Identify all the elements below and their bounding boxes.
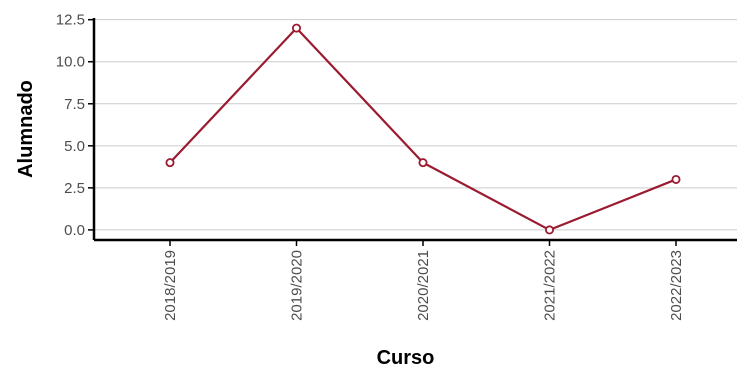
y-axis-ticks: 0.0 2.5 5.0 7.5 10.0 12.5	[56, 12, 94, 239]
data-point	[671, 174, 681, 184]
data-point	[418, 158, 428, 168]
x-tick-label: 2022/2023	[668, 250, 685, 321]
x-tick-label: 2019/2020	[289, 250, 306, 321]
series-line	[169, 26, 677, 232]
x-tick-label: 2018/2019	[162, 250, 179, 321]
y-tick-label: 0.0	[64, 222, 85, 239]
y-tick-label: 10.0	[56, 54, 85, 71]
y-tick-label: 2.5	[64, 180, 85, 197]
x-axis-ticks: 2018/2019 2019/2020 2020/2021 2021/2022 2022…	[162, 240, 685, 321]
x-tick-label: 2020/2021	[415, 250, 432, 321]
data-point	[545, 225, 555, 235]
y-axis-title: Alumnado	[15, 80, 37, 178]
y-tick-label: 5.0	[64, 138, 85, 155]
y-tick-label: 7.5	[64, 96, 85, 113]
x-axis-title: Curso	[377, 347, 435, 369]
series-group	[165, 23, 681, 235]
grid-lines	[94, 19, 737, 231]
y-tick-label: 12.5	[56, 12, 85, 29]
x-tick-label: 2021/2022	[542, 250, 559, 321]
data-point	[165, 158, 175, 168]
data-point	[291, 23, 301, 33]
